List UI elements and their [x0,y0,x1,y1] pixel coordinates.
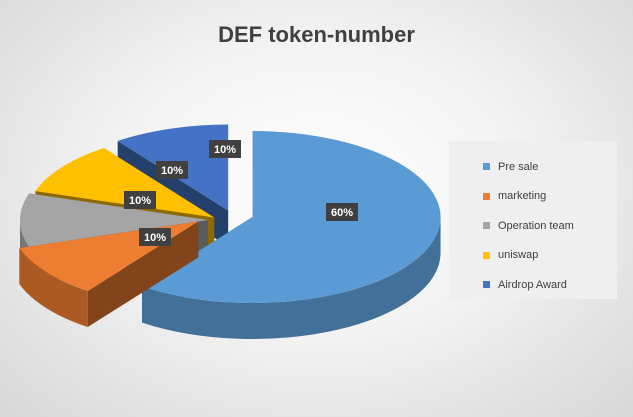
legend-swatch [483,281,490,289]
legend-item: marketing [483,182,617,212]
legend-label: uniswap [498,249,539,262]
legend-swatch [483,163,490,171]
legend-item: uniswap [483,241,617,271]
legend-label: Operation team [498,219,574,232]
data-label-2: 10% [139,228,171,246]
data-label-3: 10% [124,191,156,209]
data-label-1: 60% [326,203,358,221]
svg-text:10%: 10% [129,195,151,207]
svg-text:10%: 10% [161,165,183,177]
data-label-5: 10% [209,140,241,158]
legend-item: Operation team [483,211,617,241]
data-label-4: 10% [156,161,188,179]
legend-label: Pre sale [498,160,539,173]
svg-text:10%: 10% [144,232,166,244]
svg-text:60%: 60% [331,207,353,219]
legend-swatch [483,192,490,200]
legend: Pre sale marketing Operation team uniswap Ai… [449,141,617,299]
legend-item: Pre sale [483,152,617,182]
legend-item: Airdrop Award [483,270,617,300]
legend-swatch [483,222,490,230]
legend-label: marketing [498,190,547,203]
legend-label: Airdrop Award [498,278,567,291]
chart-title: DEF token-number [218,22,415,47]
legend-swatch [483,251,490,259]
pie-slice-1 [142,131,441,340]
svg-text:10%: 10% [214,144,236,156]
